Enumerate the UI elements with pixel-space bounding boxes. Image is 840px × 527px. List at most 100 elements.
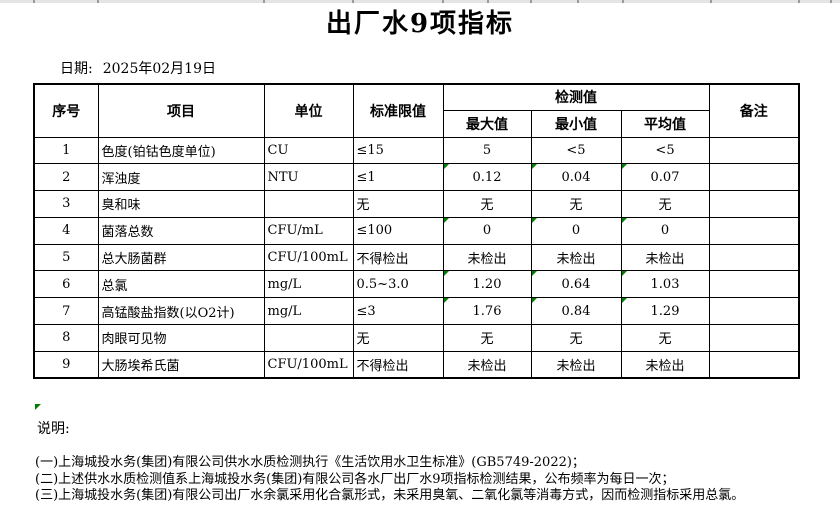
cell-avg: 未检出 bbox=[620, 243, 710, 272]
cell-unit: mg/L bbox=[263, 297, 354, 326]
table-row: 5 总大肠菌群 CFU/100mL 不得检出 未检出 未检出 未检出 bbox=[33, 243, 800, 272]
cell-text: 0 bbox=[660, 223, 670, 239]
cell-no: 7 bbox=[33, 297, 99, 326]
error-marker-icon bbox=[622, 271, 627, 277]
cell-text: CFU/100mL bbox=[267, 250, 348, 266]
cell-text: <5 bbox=[655, 142, 675, 158]
cell-min: 0.04 bbox=[530, 163, 622, 192]
cell-item: 菌落总数 bbox=[97, 216, 265, 245]
cell-text: 无 bbox=[658, 332, 672, 348]
page-title: 出厂水9项指标 bbox=[325, 9, 515, 39]
cell-text: 无 bbox=[480, 198, 494, 214]
cell-avg: 0 bbox=[620, 216, 710, 245]
cell-no: 6 bbox=[33, 270, 99, 299]
cell-text: 5 bbox=[482, 142, 492, 158]
table-row: 3 臭和味 无 无 无 无 bbox=[33, 190, 800, 218]
cell-min: 无 bbox=[530, 324, 622, 352]
error-marker-icon bbox=[622, 164, 627, 170]
cell-no: 4 bbox=[33, 216, 99, 245]
table-body: 1 色度(铂钴色度单位) CU ≤15 5 <5 <5 2 浑浊度 NTU ≤1… bbox=[33, 136, 800, 379]
cell-text: 0 bbox=[482, 223, 492, 239]
cell-max: 1.20 bbox=[442, 270, 532, 299]
cell-text: ≤1 bbox=[356, 169, 376, 185]
cell-item: 总大肠菌群 bbox=[97, 243, 265, 272]
cell-avg: <5 bbox=[620, 136, 710, 165]
cell-text: 臭和味 bbox=[101, 198, 141, 214]
cell-avg: 0.07 bbox=[620, 163, 710, 192]
cell-min: 未检出 bbox=[530, 243, 622, 272]
table-row: 2 浑浊度 NTU ≤1 0.12 0.04 0.07 bbox=[33, 163, 800, 192]
cell-no: 2 bbox=[33, 163, 99, 192]
cell-max: 1.76 bbox=[442, 297, 532, 326]
cell-text: 不得检出 bbox=[356, 359, 409, 375]
cell-text: 0 bbox=[571, 223, 581, 239]
error-marker-icon bbox=[532, 271, 537, 277]
cell-text: 0.12 bbox=[472, 169, 502, 185]
cell-text: ≤3 bbox=[356, 303, 376, 319]
cell-limit: ≤15 bbox=[352, 136, 444, 165]
grid-tick bbox=[830, 0, 832, 3]
header-no: 序号 bbox=[33, 83, 99, 138]
cell-no: 3 bbox=[33, 190, 99, 218]
table-row: 9 大肠埃希氏菌 CFU/100mL 不得检出 未检出 未检出 未检出 bbox=[33, 350, 800, 379]
cell-text: 菌落总数 bbox=[101, 225, 154, 241]
error-marker-icon bbox=[532, 218, 537, 223]
grid-tick bbox=[577, 0, 579, 3]
cell-text: 0.07 bbox=[650, 169, 680, 185]
date-label: 日期: bbox=[60, 61, 93, 77]
error-marker-icon bbox=[532, 164, 537, 170]
cell-text: 1.03 bbox=[650, 276, 680, 292]
cell-text: 未检出 bbox=[467, 252, 507, 268]
cell-min: 0 bbox=[530, 216, 622, 245]
cell-avg: 无 bbox=[620, 324, 710, 352]
cell-item: 浑浊度 bbox=[97, 163, 265, 192]
error-marker-icon bbox=[444, 218, 449, 223]
cell-text: 6 bbox=[62, 276, 71, 292]
cell-text: NTU bbox=[267, 169, 299, 185]
cell-text: ≤100 bbox=[356, 223, 393, 239]
grid-tick bbox=[442, 0, 444, 3]
cell-text: 未检出 bbox=[645, 252, 685, 268]
cell-remark bbox=[708, 136, 800, 165]
cell-text: 4 bbox=[62, 223, 71, 239]
cell-avg: 1.03 bbox=[620, 270, 710, 299]
cell-no: 1 bbox=[33, 136, 99, 165]
cell-limit: ≤3 bbox=[352, 297, 444, 326]
cell-text: 总氯 bbox=[101, 278, 128, 294]
table-row: 8 肉眼可见物 无 无 无 无 bbox=[33, 324, 800, 352]
table-row: 1 色度(铂钴色度单位) CU ≤15 5 <5 <5 bbox=[33, 136, 800, 165]
cell-no: 8 bbox=[33, 324, 99, 352]
cell-text: 未检出 bbox=[467, 359, 507, 375]
cell-text: mg/L bbox=[267, 276, 302, 292]
cell-limit: ≤100 bbox=[352, 216, 444, 245]
cell-text: 无 bbox=[569, 332, 583, 348]
cell-text: 总大肠菌群 bbox=[101, 252, 167, 268]
grid-tick bbox=[530, 0, 532, 3]
cell-text: 浑浊度 bbox=[101, 171, 141, 187]
notes-list: (一)上海城投水务(集团)有限公司供水水质检测执行《生活饮用水卫生标准》(GB5… bbox=[35, 455, 744, 505]
cell-text: 3 bbox=[62, 196, 71, 212]
cell-avg: 未检出 bbox=[620, 350, 710, 379]
cell-remark bbox=[708, 270, 800, 299]
cell-avg: 无 bbox=[620, 190, 710, 218]
cell-remark bbox=[708, 324, 800, 352]
cell-text: 8 bbox=[62, 330, 71, 346]
cell-min: 0.64 bbox=[530, 270, 622, 299]
error-marker-icon bbox=[444, 298, 449, 304]
cell-unit: CFU/100mL bbox=[263, 350, 354, 379]
cell-text: 未检出 bbox=[645, 359, 685, 375]
cell-unit: CFU/100mL bbox=[263, 243, 354, 272]
cell-min: 未检出 bbox=[530, 350, 622, 379]
error-marker-icon bbox=[35, 404, 41, 410]
grid-tick bbox=[798, 0, 800, 3]
cell-max: 未检出 bbox=[442, 243, 532, 272]
header-limit: 标准限值 bbox=[352, 83, 444, 138]
cell-limit: 不得检出 bbox=[352, 350, 444, 379]
cell-unit: CFU/mL bbox=[263, 216, 354, 245]
cell-remark bbox=[708, 163, 800, 192]
cell-text: 未检出 bbox=[556, 252, 596, 268]
grid-tick bbox=[487, 0, 489, 3]
cell-limit: ≤1 bbox=[352, 163, 444, 192]
grid-tick bbox=[263, 0, 265, 3]
cell-remark bbox=[708, 297, 800, 326]
